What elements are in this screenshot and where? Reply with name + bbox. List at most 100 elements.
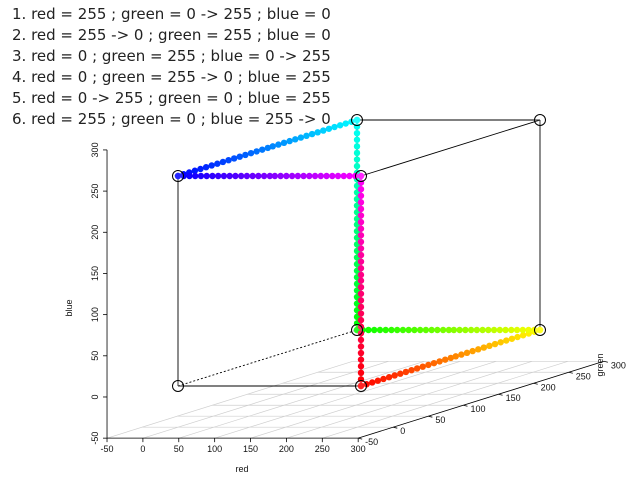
path-point [314, 129, 321, 136]
path-point [357, 283, 365, 291]
grid-line [250, 360, 497, 439]
y-tick-mark [533, 382, 538, 385]
y-tick-label: 150 [506, 393, 521, 403]
path-point [192, 172, 199, 180]
path-point [388, 326, 395, 334]
path-point [486, 342, 493, 350]
path-point [357, 199, 365, 206]
path-point [503, 337, 510, 344]
path-point [447, 354, 455, 362]
path-point [336, 122, 344, 129]
path-point [434, 326, 441, 334]
axes: -50 0 50 100 150 200 250 300-500501001502002503… [90, 142, 626, 454]
z-tick-label: 250 [90, 184, 100, 199]
path-point [469, 347, 476, 355]
cube-edge [360, 119, 541, 177]
path-point [519, 332, 527, 339]
path-point [357, 336, 365, 344]
path-point [306, 172, 313, 180]
y-tick-label: -50 [365, 437, 378, 447]
path-point [393, 326, 401, 334]
path-point [357, 356, 365, 363]
path-point [357, 212, 365, 219]
path-point [303, 132, 310, 140]
corner-point [533, 324, 546, 337]
path-point [357, 232, 365, 239]
path-point [411, 326, 418, 334]
path-point [308, 130, 316, 138]
path-point [496, 326, 504, 334]
path-point [536, 326, 544, 334]
path-point [259, 146, 266, 153]
y-tick-mark [358, 437, 363, 440]
path-point [458, 351, 465, 358]
path-point [226, 172, 233, 180]
step-line: 6. red = 255 ; green = 0 ; blue = 255 ->… [12, 110, 331, 128]
path-point [353, 129, 361, 137]
path-point [357, 258, 365, 265]
corner-point [351, 324, 364, 337]
path-point [369, 379, 376, 386]
corner-point [351, 114, 364, 127]
path-point [436, 358, 443, 365]
step-line: 1. red = 255 ; green = 0 -> 255 ; blue =… [12, 5, 331, 23]
path-point [445, 326, 453, 334]
path-point [519, 326, 526, 334]
path-point [357, 310, 365, 317]
path-point [357, 271, 365, 279]
x-tick-label: -50 [101, 444, 114, 454]
path-point [197, 165, 204, 173]
path-point [357, 277, 365, 284]
path-point [191, 167, 199, 174]
color-steps-list: 1. red = 255 ; green = 0 -> 255 ; blue =… [12, 4, 331, 130]
path-point [280, 139, 288, 147]
z-tick-label: 150 [90, 266, 100, 281]
path-point [331, 123, 338, 131]
grid-line [322, 360, 569, 439]
path-point [382, 326, 389, 334]
y-tick-mark [568, 371, 573, 374]
path-point [353, 116, 361, 124]
x-tick-label: 150 [243, 444, 258, 454]
path-point [419, 363, 426, 370]
path-point [485, 326, 492, 334]
floor-grid [106, 360, 604, 439]
path-point [283, 172, 290, 180]
path-point [277, 172, 284, 180]
path-point [197, 172, 205, 180]
y-tick-label: 50 [435, 415, 445, 425]
z-tick-label: 200 [90, 225, 100, 240]
path-point [237, 172, 245, 180]
path-point [202, 164, 210, 171]
grid-line [286, 360, 533, 439]
path-point [357, 192, 365, 199]
corner-point [533, 114, 546, 127]
corner-point [172, 170, 184, 183]
y-tick-mark [498, 393, 503, 396]
path-point [320, 127, 327, 134]
path-point [255, 172, 262, 180]
path-point [253, 148, 260, 155]
path-point [271, 172, 279, 180]
x-tick-label: 250 [315, 444, 330, 454]
path-point [402, 368, 410, 376]
path-point [353, 162, 361, 170]
path-point [311, 172, 319, 180]
path-point [463, 349, 471, 357]
path-point [353, 156, 361, 163]
path-point [376, 326, 384, 334]
path-point [397, 370, 404, 377]
path-point [329, 172, 336, 180]
path-point [385, 374, 393, 381]
path-point [186, 172, 193, 180]
x-tick-label: 0 [140, 444, 145, 454]
path-point [439, 326, 447, 334]
x-tick-label: 50 [174, 444, 184, 454]
path-point [513, 326, 521, 334]
path-point [391, 372, 398, 379]
x-tick-label: 300 [351, 444, 366, 454]
path-point [317, 172, 325, 180]
z-tick-label: -50 [90, 432, 100, 445]
x-tick-label: 100 [207, 444, 222, 454]
y-tick-label: 250 [576, 371, 591, 381]
